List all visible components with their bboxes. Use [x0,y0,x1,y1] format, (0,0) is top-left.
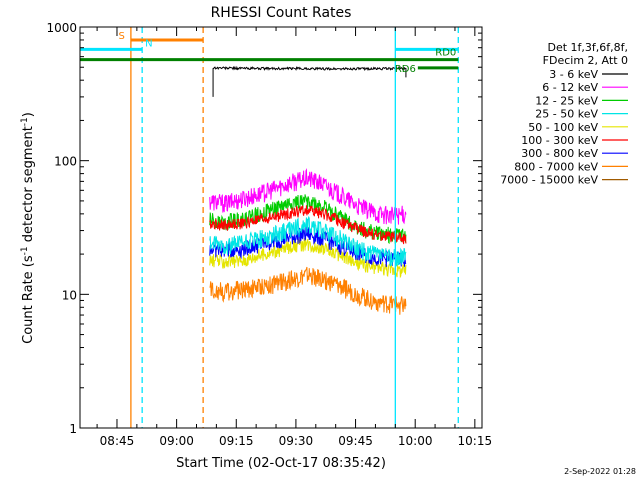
x-tick-label-0930: 09:30 [279,434,314,448]
annotation-label-n: N [145,38,152,49]
axes: 1 10 100 1000 08:45 09:00 09:15 09:30 09:45 10:00… [46,21,492,448]
x-tick-label-1000: 10:00 [398,434,433,448]
svg-text:Count Rate (s-1 detector segme: Count Rate (s-1 detector segment-1) [20,112,36,344]
series-line-3-6kev [212,65,407,97]
footer-timestamp: 2-Sep-2022 01:28 [564,467,636,476]
legend-entry-label-8: 7000 - 15000 keV [500,174,598,187]
series-line-6-12keV [209,167,407,225]
legend-entry-label-5: 100 - 300 keV [521,134,598,147]
legend-entry-label-0: 3 - 6 keV [549,68,598,81]
y-label-part-1: Count Rate (s [21,255,36,344]
x-tick-label-0945: 09:45 [338,434,373,448]
y-axis-label: Count Rate (s-1 detector segment-1) [20,112,36,344]
legend-entry-label-7: 800 - 7000 keV [514,160,598,173]
axis-frame [79,26,483,429]
y-tick-label-100: 100 [54,155,77,169]
legend-entry-label-3: 25 - 50 keV [535,108,598,121]
chart-title: RHESSI Count Rates [211,5,352,21]
annotation-label-rd6: RD6 [395,64,416,75]
y-label-exp-1: -1 [20,246,30,255]
x-tick-label-0900: 09:00 [159,434,194,448]
y-label-part-2: detector segment [21,126,36,246]
y-label-part-3: ) [21,112,36,117]
legend-entry-label-2: 12 - 25 keV [535,94,598,107]
y-tick-label-10: 10 [62,288,77,302]
legend-entry-label-1: 6 - 12 keV [542,81,598,94]
series-line-25-50keV [209,215,407,267]
legend-header-line-1: Det 1f,3f,6f,8f, [547,41,628,54]
plot-area [209,65,407,315]
series-line-800-7000keV [209,266,407,315]
legend-entry-label-4: 50 - 100 keV [528,121,598,134]
legend-header-line-2: FDecim 2, Att 0 [543,54,628,67]
series-line-100-300keV [209,205,407,245]
legend-entry-label-6: 300 - 800 keV [521,147,598,160]
y-tick-label-1: 1 [69,422,77,436]
annotation-label-rd0: RD0 [435,48,456,59]
annotation-layer: S N RD0 RD6 [80,27,459,428]
x-tick-label-1015: 10:15 [458,434,493,448]
legend: Det 1f,3f,6f,8f,FDecim 2, Att 03 - 6 keV… [500,41,628,187]
x-axis-label: Start Time (02-Oct-17 08:35:42) [176,456,386,471]
y-label-exp-2: -1 [20,117,30,126]
x-tick-label-0845: 08:45 [100,434,135,448]
annotation-label-s: S [119,31,125,42]
series-line-50-100keV [209,236,407,279]
x-tick-label-0915: 09:15 [219,434,254,448]
y-tick-label-1000: 1000 [46,21,77,35]
